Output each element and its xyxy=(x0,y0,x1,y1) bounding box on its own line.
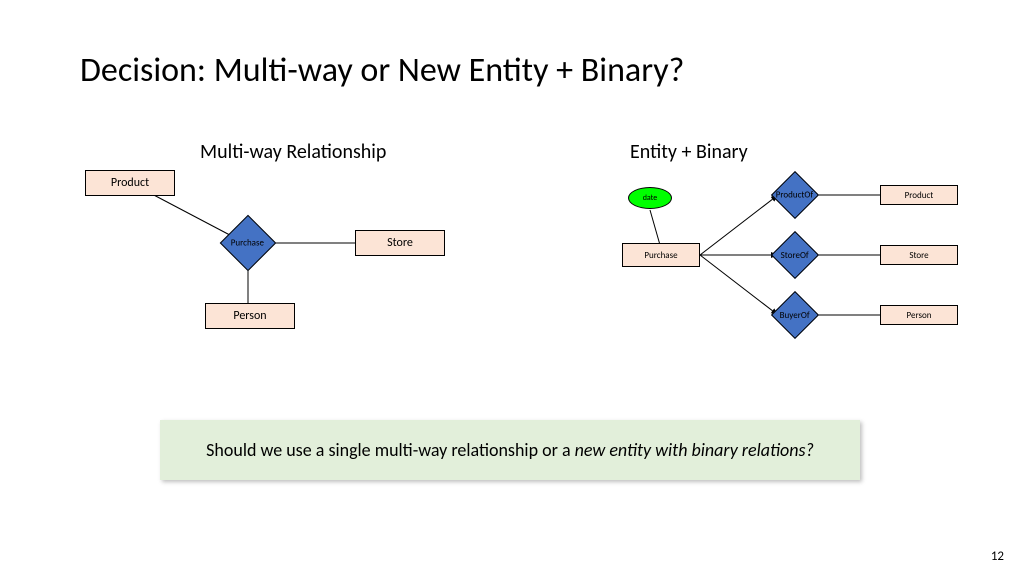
entity-person-right: Person xyxy=(880,305,958,325)
attribute-date: date xyxy=(628,187,672,209)
subheading-right: Entity + Binary xyxy=(630,140,748,164)
relationship-purchase: Purchase xyxy=(220,215,277,272)
relationship-storeof-label: StoreOf xyxy=(781,250,809,259)
entity-purchase-center: Purchase xyxy=(622,243,700,267)
page-number: 12 xyxy=(991,549,1004,564)
entity-person-right-label: Person xyxy=(907,310,932,321)
entity-person: Person xyxy=(205,303,295,329)
entity-store-label: Store xyxy=(387,236,413,250)
relationship-buyerof-label: BuyerOf xyxy=(780,310,810,319)
diagram-entity-binary: date Purchase ProductOf StoreOf BuyerOf … xyxy=(560,165,980,345)
relationship-purchase-label: Purchase xyxy=(231,238,264,247)
entity-product-right: Product xyxy=(880,185,958,205)
relationship-productof: ProductOf xyxy=(771,171,819,219)
callout-ital: new entity with binary relations? xyxy=(575,439,814,461)
entity-product-label: Product xyxy=(111,176,149,190)
entity-store-right-label: Store xyxy=(909,250,928,261)
attribute-date-label: date xyxy=(643,193,658,203)
entity-product-right-label: Product xyxy=(905,190,934,201)
subheading-left: Multi-way Relationship xyxy=(200,140,386,164)
entity-product: Product xyxy=(85,170,175,196)
relationship-productof-label: ProductOf xyxy=(776,191,813,200)
entity-person-label: Person xyxy=(233,309,266,323)
entity-store-right: Store xyxy=(880,245,958,265)
slide-title: Decision: Multi-way or New Entity + Bina… xyxy=(80,50,684,91)
entity-store: Store xyxy=(355,230,445,256)
callout-bold1: multi-way relationship xyxy=(375,439,538,461)
diagram-multiway: Product Purchase Store Person xyxy=(80,165,460,345)
callout-question: Should we use a single multi-way relatio… xyxy=(160,420,860,480)
entity-purchase-center-label: Purchase xyxy=(644,250,677,261)
relationship-buyerof: BuyerOf xyxy=(771,291,819,339)
callout-mid: or a xyxy=(538,439,575,461)
relationship-storeof: StoreOf xyxy=(771,231,819,279)
callout-pre: Should we use a single xyxy=(206,439,375,461)
